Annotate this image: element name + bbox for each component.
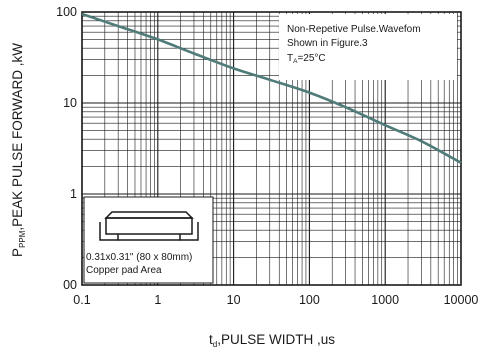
inset-line-1: 0.31x0.31" (80 x 80mm) (86, 252, 192, 263)
package-icon (99, 211, 199, 241)
y-tick-label: 00 (63, 278, 77, 292)
x-axis-label: td,PULSE WIDTH ,us (209, 332, 335, 349)
x-tick-label: 1000 (371, 293, 399, 307)
tick-labels: 0.1 1 10 100 1000 10000 00 1 10 100 (56, 5, 478, 307)
y-axis-label: PPPM,PEAK PULSE FORWARD ,kW (10, 43, 27, 257)
x-tick-label: 10 (227, 293, 241, 307)
x-tick-label: 10000 (444, 293, 479, 307)
annotation-box (279, 14, 457, 80)
y-tick-label: 1 (70, 187, 77, 201)
x-tick-label: 1 (154, 293, 161, 307)
pulse-power-curve (81, 12, 462, 164)
y-tick-label: 100 (56, 5, 77, 19)
annotation-line-1: Non-Repetive Pulse.Wavefom (287, 24, 421, 35)
annotation-line-2: Shown in Figure.3 (287, 38, 368, 49)
x-tick-label: 100 (299, 293, 320, 307)
annotation-temperature: TA=25°C (287, 53, 326, 65)
inset-line-2: Copper pad Area (86, 265, 162, 276)
y-tick-label: 10 (63, 96, 77, 110)
x-tick-label: 0.1 (73, 293, 90, 307)
plot-frame (81, 11, 462, 286)
